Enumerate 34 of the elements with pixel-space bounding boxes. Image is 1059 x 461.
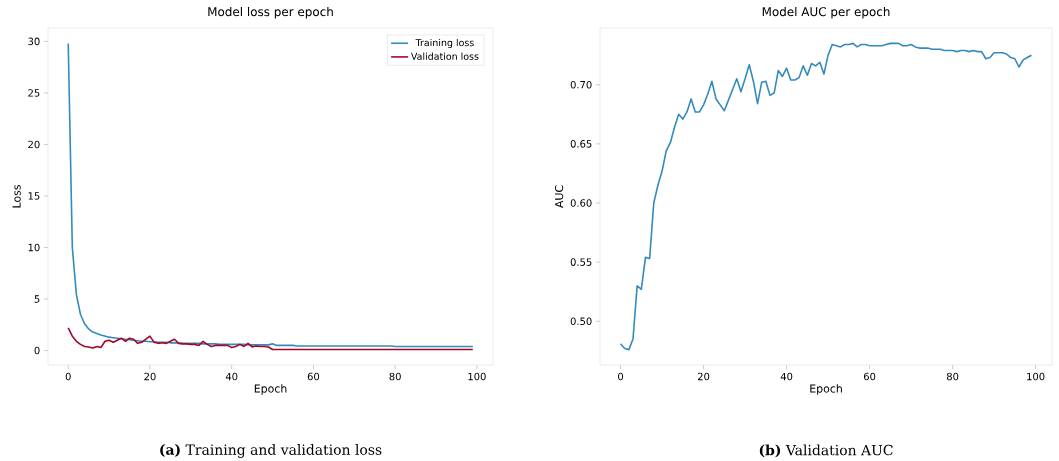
y-tick-label: 0: [34, 346, 40, 355]
y-tick-label: 30: [28, 37, 40, 46]
x-axis-title: Epoch: [810, 384, 842, 395]
y-tick-label: 0.65: [570, 140, 592, 148]
x-tick-label: 60: [863, 372, 876, 381]
y-tick-label: 0.70: [570, 80, 592, 89]
x-tick-label: 80: [389, 372, 401, 381]
x-tick-label: 0: [65, 372, 71, 381]
x-tick-label: 20: [144, 372, 156, 381]
x-tick-label: 60: [307, 372, 320, 381]
y-axis-title: Loss: [12, 184, 21, 208]
y-tick-label: 0.55: [570, 258, 592, 266]
y-tick-label: 0.50: [570, 317, 592, 325]
y-tick-label: 5: [34, 295, 40, 303]
x-tick-label: 100: [468, 372, 486, 381]
text: (b) Validation AUC: [759, 444, 893, 458]
x-tick-label: 40: [780, 372, 793, 381]
y-tick-label: 25: [28, 89, 40, 97]
x-tick-label: 40: [225, 372, 238, 381]
y-tick-label: 15: [28, 192, 40, 200]
x-tick-label: 80: [946, 372, 959, 381]
legend-label: Training loss: [415, 38, 474, 49]
x-tick-label: 0: [618, 372, 624, 381]
legend-label: Validation loss: [410, 52, 479, 60]
y-tick-label: 0.60: [570, 199, 592, 207]
x-axis-title: Epoch: [254, 384, 287, 395]
chart-title: Model loss per epoch: [208, 6, 333, 19]
x-tick-label: 100: [1027, 372, 1045, 381]
text: (a) Training and validation loss: [160, 444, 382, 458]
y-tick-label: 20: [28, 140, 40, 149]
y-axis-title: AUC: [554, 185, 564, 208]
y-tick-label: 10: [28, 243, 40, 252]
x-tick-label: 20: [697, 372, 710, 381]
chart-title: Model AUC per epoch: [762, 6, 890, 19]
